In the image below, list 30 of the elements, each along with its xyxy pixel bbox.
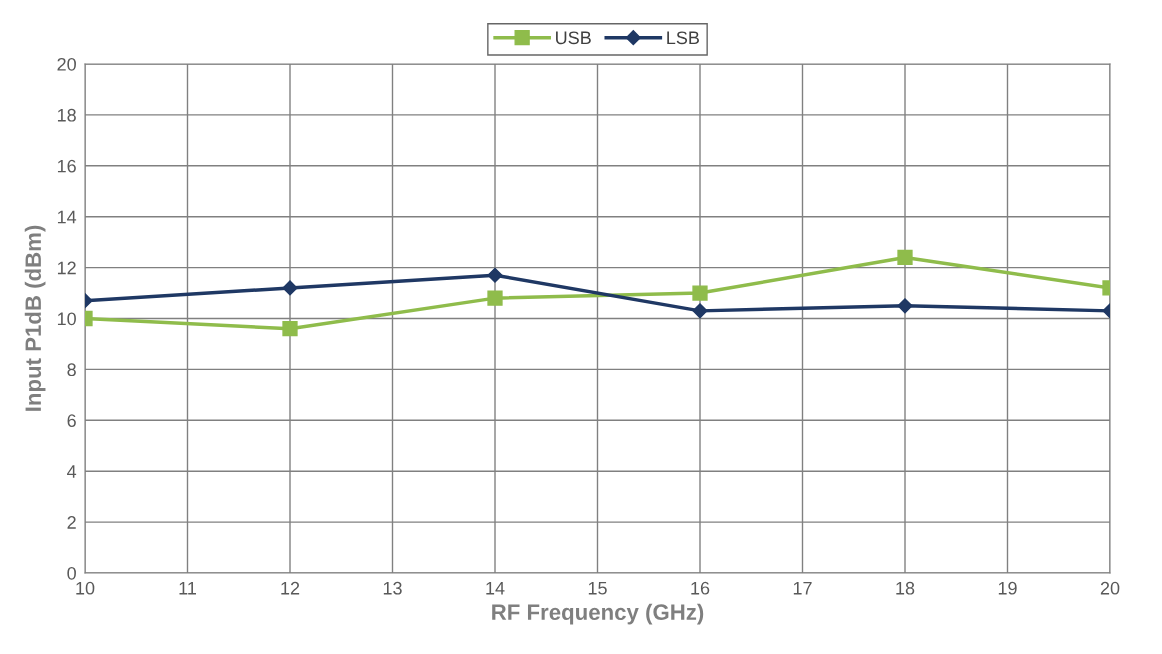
x-tick-label: 19	[998, 581, 1017, 595]
y-tick-label: 20	[57, 57, 76, 71]
y-tick-label: 18	[57, 108, 76, 122]
y-tick-label: 14	[57, 210, 77, 224]
x-tick-label: 11	[179, 582, 196, 595]
x-tick-label: 15	[588, 582, 607, 595]
x-tick-label: 18	[896, 581, 915, 595]
point	[692, 285, 708, 301]
y-tick-label: 2	[67, 516, 76, 529]
y-tick-label: 12	[57, 261, 76, 275]
x-tick-label: 12	[281, 581, 300, 595]
point	[487, 290, 503, 306]
x-tick-label: 13	[383, 581, 402, 595]
x-tick-label: 14	[486, 582, 505, 595]
y-tick-label: 0	[67, 566, 76, 580]
y-tick-label: 6	[67, 414, 76, 428]
y-tick-label: 16	[57, 159, 76, 173]
x-tick-label: 20	[1100, 581, 1120, 595]
point	[487, 267, 503, 283]
y-tick-label: 8	[67, 363, 76, 377]
x-tick-label: 17	[793, 582, 812, 595]
y-tick-label: 4	[67, 465, 77, 478]
y-axis-title: Input P1dB (dBm)	[24, 225, 46, 411]
point	[692, 303, 708, 319]
x-tick-label: 16	[691, 581, 710, 595]
y-tick-label: 10	[57, 312, 76, 326]
x-tick-label: 10	[76, 581, 95, 595]
x-axis-title: RF Frequency (GHz)	[492, 603, 704, 625]
legend-label: USB	[556, 31, 591, 45]
legend-label: LSB	[667, 31, 699, 45]
